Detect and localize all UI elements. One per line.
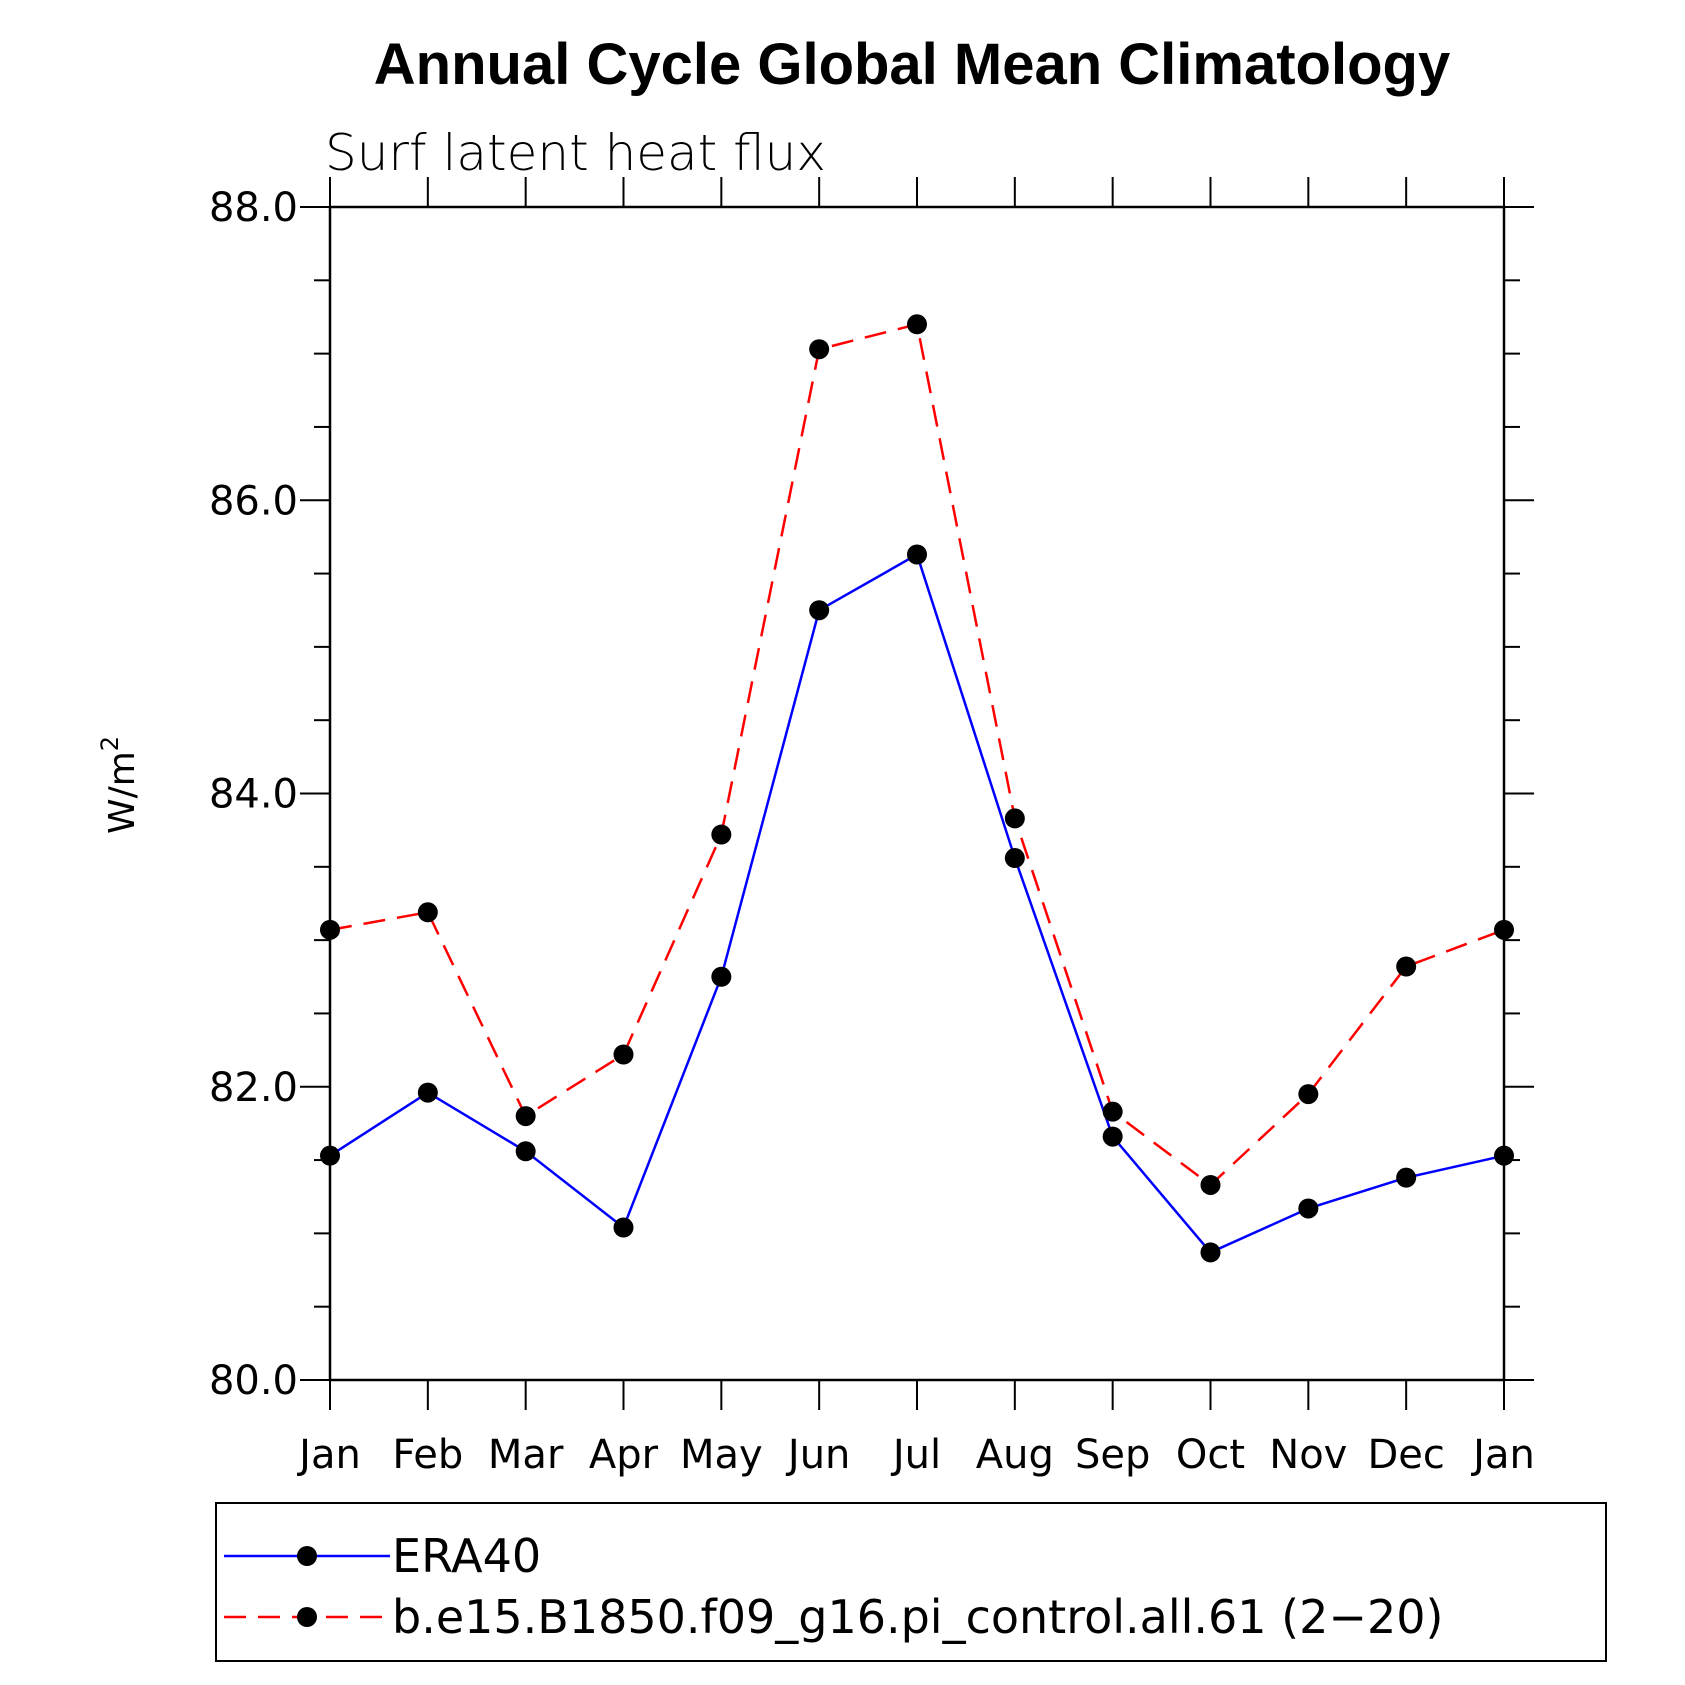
y-tick-label: 88.0: [209, 185, 298, 231]
data-point-series-1: [1396, 956, 1417, 977]
y-axis: 80.0 82.0 84.0 86.0 88.0: [209, 185, 1534, 1404]
series-line-0: [329, 552, 1505, 1254]
chart-subtitle: Surf latent heat flux: [325, 124, 826, 182]
plot-frame: [328, 205, 1506, 1382]
data-point-series-0: [515, 1141, 536, 1162]
data-point-series-0: [1004, 848, 1025, 869]
data-point-series-1: [417, 902, 438, 923]
legend-marker-0: [297, 1546, 317, 1566]
data-point-series-0: [907, 544, 927, 565]
x-tick-label: Jan: [1470, 1432, 1535, 1478]
y-axis-title: W/m2: [96, 736, 143, 834]
data-point-series-1: [515, 1106, 536, 1127]
y-tick-label: 86.0: [209, 478, 298, 524]
x-tick-label: Dec: [1367, 1432, 1444, 1478]
data-point-series-0: [1494, 1145, 1514, 1166]
x-tick-label: Aug: [976, 1432, 1054, 1478]
data-point-series-0: [1396, 1167, 1417, 1188]
x-tick-label: Jan: [296, 1432, 361, 1478]
y-axis-title-superscript: 2: [96, 736, 124, 751]
x-tick-label: Feb: [392, 1432, 463, 1478]
plot-area: [328, 205, 1506, 1382]
data-point-series-1: [809, 339, 830, 360]
legend-label-1: b.e15.B1850.f09_g16.pi_control.all.61 (2…: [392, 1590, 1443, 1644]
y-tick-label: 80.0: [209, 1358, 298, 1404]
series-layer: [320, 314, 1514, 1263]
x-tick-label: Oct: [1176, 1432, 1245, 1478]
svg-text:W/m2: W/m2: [96, 736, 143, 834]
data-point-series-0: [1298, 1198, 1319, 1219]
x-tick-label: Sep: [1075, 1432, 1150, 1478]
data-point-series-0: [809, 600, 830, 621]
series-line-1: [329, 322, 1505, 1187]
data-point-series-1: [711, 824, 732, 845]
chart-title: Annual Cycle Global Mean Climatology: [374, 32, 1450, 97]
x-axis: Jan Feb Mar Apr May Jun Jul Aug Sep Oct Nov Dec Jan: [296, 177, 1535, 1478]
data-point-series-0: [711, 966, 732, 987]
data-point-series-0: [417, 1082, 438, 1103]
data-point-series-0: [613, 1217, 634, 1238]
y-tick-label: 82.0: [209, 1065, 298, 1111]
legend-label-0: ERA40: [392, 1529, 541, 1583]
data-point-series-1: [1200, 1174, 1221, 1195]
data-point-series-1: [320, 919, 340, 940]
data-point-series-1: [1004, 808, 1025, 829]
x-tick-label: May: [680, 1432, 763, 1478]
data-point-series-1: [1298, 1084, 1319, 1105]
data-point-series-1: [613, 1044, 634, 1065]
x-tick-label: Nov: [1269, 1432, 1347, 1478]
x-tick-label: Jun: [785, 1432, 851, 1478]
x-tick-label: Apr: [589, 1432, 659, 1478]
data-point-series-0: [320, 1145, 340, 1166]
y-tick-label: 84.0: [209, 772, 298, 818]
legend-marker-1: [297, 1607, 317, 1627]
x-tick-label: Jul: [890, 1432, 941, 1478]
data-point-series-1: [1102, 1101, 1123, 1122]
legend-frame: [215, 1502, 1607, 1662]
data-point-series-1: [907, 314, 927, 335]
data-point-series-0: [1200, 1242, 1221, 1263]
data-point-series-0: [1102, 1126, 1123, 1147]
x-tick-label: Mar: [488, 1432, 564, 1478]
data-point-series-1: [1494, 919, 1514, 940]
y-axis-title-text: W/m: [102, 751, 143, 834]
legend: ERA40 b.e15.B1850.f09_g16.pi_control.all.…: [215, 1502, 1607, 1662]
